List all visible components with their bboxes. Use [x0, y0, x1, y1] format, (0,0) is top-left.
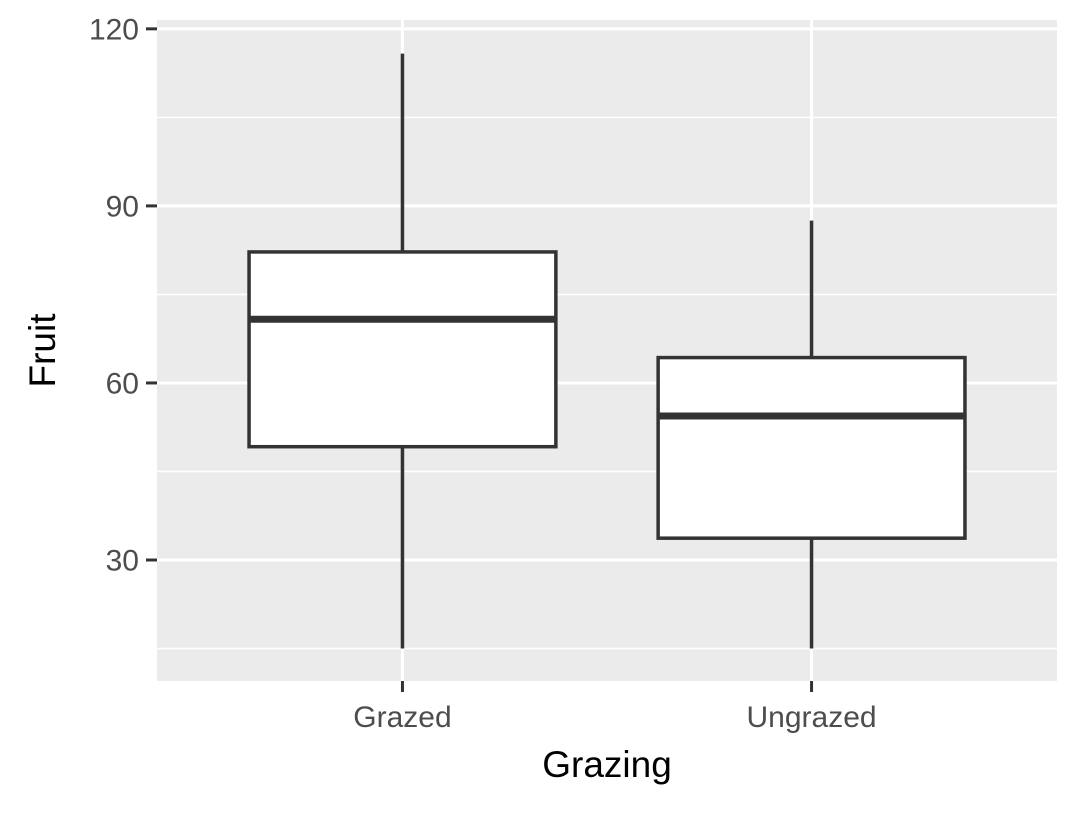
box-ungrazed	[656, 220, 967, 649]
x-tick-label: Ungrazed	[747, 701, 877, 734]
iqr-box	[656, 355, 967, 540]
y-tick-label: 60	[106, 367, 139, 400]
axes: 30 60 90 120 Grazed Ungrazed	[89, 13, 877, 734]
y-axis-title: Fruit	[22, 313, 63, 388]
iqr-box	[247, 250, 558, 449]
y-tick-label: 30	[106, 545, 139, 578]
y-tick-label: 90	[106, 190, 139, 223]
y-tick-label: 120	[89, 13, 139, 46]
x-tick-label: Grazed	[353, 701, 451, 734]
x-axis-title: Grazing	[542, 744, 672, 785]
box-grazed	[247, 53, 558, 649]
boxes	[247, 53, 967, 649]
